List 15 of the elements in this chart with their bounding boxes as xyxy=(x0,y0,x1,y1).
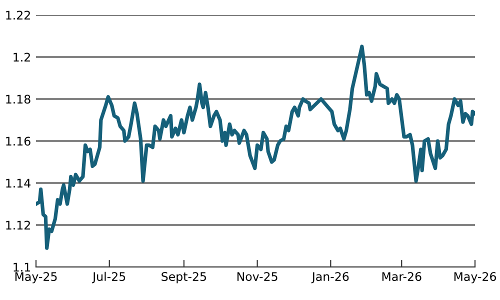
x-tick-label: May-26 xyxy=(454,272,496,284)
y-tick-label: 1.22 xyxy=(6,10,30,20)
y-tick-label: 1.18 xyxy=(6,94,30,104)
y-tick-label: 1.14 xyxy=(6,178,30,188)
x-tick-label: Nov-25 xyxy=(237,272,278,281)
y-tick-label: 1.1 xyxy=(14,262,30,272)
line-series xyxy=(36,44,475,250)
x-tick-label: Sept-25 xyxy=(162,272,206,284)
x-tick-label: May-25 xyxy=(15,272,57,284)
x-tick-label: Jan-26 xyxy=(311,272,349,284)
x-tick-label: Mar-26 xyxy=(382,272,422,281)
y-tick-label: 1.2 xyxy=(14,52,30,62)
y-tick-label: 1.12 xyxy=(6,220,30,230)
y-tick-label: 1.16 xyxy=(6,136,30,146)
x-tick-label: Jul-25 xyxy=(92,272,126,284)
